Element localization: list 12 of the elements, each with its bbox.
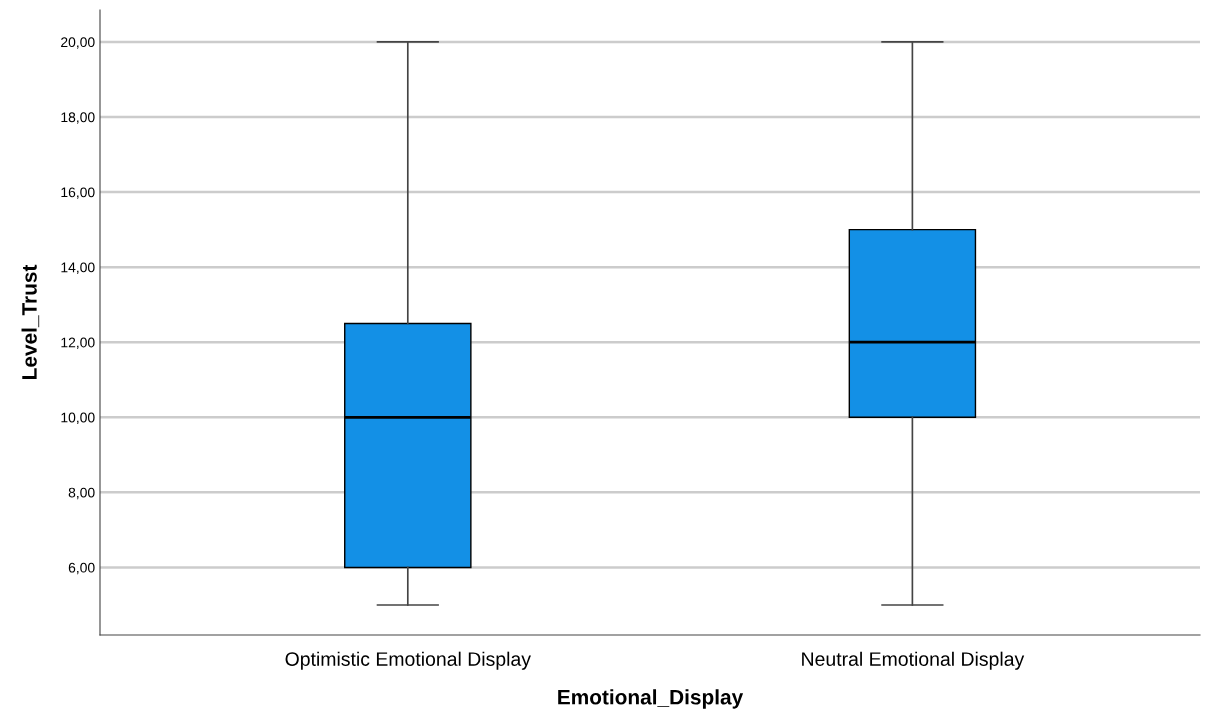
x-tick-label: Optimistic Emotional Display [285, 651, 531, 670]
y-tick-label: 18,00 [61, 112, 95, 124]
y-tick-label: 8,00 [68, 487, 95, 500]
y-tick-label: 10,00 [61, 412, 95, 425]
y-axis-title: Level_Trust [21, 264, 40, 379]
y-tick-label: 16,00 [61, 187, 95, 199]
y-tick-label: 12,00 [61, 337, 95, 350]
y-tick-label: 6,00 [68, 562, 95, 575]
x-tick-label: Neutral Emotional Display [802, 651, 1025, 670]
x-axis-title: Emotional_Display [558, 689, 744, 709]
y-tick-label: 20,00 [61, 37, 95, 49]
y-tick-label: 14,00 [61, 262, 95, 274]
